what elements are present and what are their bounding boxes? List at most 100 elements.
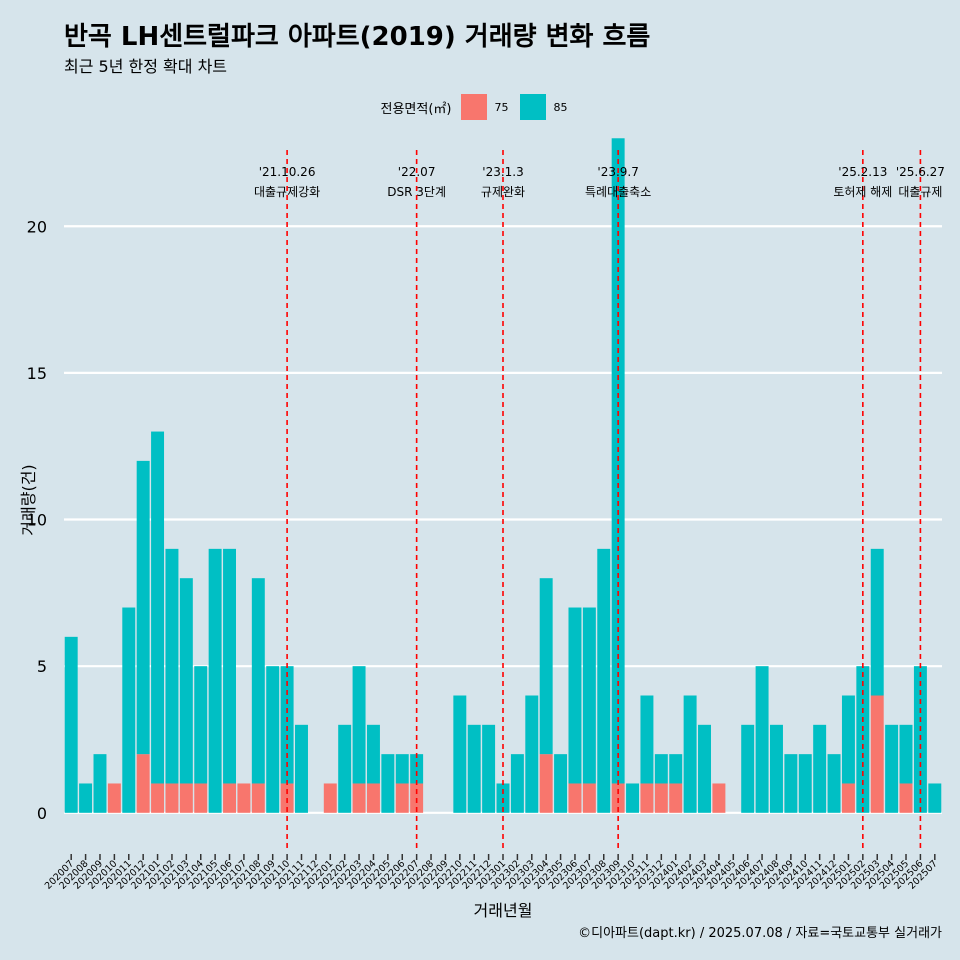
caption: ©디아파트(dapt.kr) / 2025.07.08 / 자료=국토교통부 실… xyxy=(578,926,942,941)
bar-85 xyxy=(885,724,899,813)
bar-75 xyxy=(323,783,337,813)
event-label: DSR 3단계 xyxy=(387,185,446,199)
legend-label-75: 75 xyxy=(494,100,509,114)
y-tick-label: 20 xyxy=(27,217,47,236)
bar-85 xyxy=(93,754,107,813)
bar-85 xyxy=(179,578,193,784)
bar-85 xyxy=(539,578,553,755)
bar-75 xyxy=(640,783,654,813)
bar-75 xyxy=(223,783,237,813)
bar-75 xyxy=(582,783,596,813)
bar-85 xyxy=(79,783,93,813)
y-tick-label: 5 xyxy=(37,657,47,676)
event-label: 대출규제강화 xyxy=(254,185,320,199)
bar-85 xyxy=(568,607,582,784)
bar-85 xyxy=(64,636,78,813)
event-label: 토허제 해제 xyxy=(833,185,892,199)
legend-swatch-75 xyxy=(461,94,488,120)
bar-85 xyxy=(597,548,611,813)
legend-item-85: 85 xyxy=(520,94,573,120)
bar-85 xyxy=(467,724,481,813)
bar-75 xyxy=(669,783,683,813)
bar-75 xyxy=(366,783,380,813)
event-date: '21.10.26 xyxy=(259,165,316,179)
bar-75 xyxy=(395,783,409,813)
bar-75 xyxy=(237,783,251,813)
event-date: '25.2.13 xyxy=(838,165,887,179)
event-date: '23.1.3 xyxy=(482,165,523,179)
bar-85 xyxy=(813,724,827,813)
bar-85 xyxy=(654,754,668,784)
chart-subtitle: 최근 5년 한정 확대 차트 xyxy=(64,57,228,76)
bar-85 xyxy=(798,754,812,813)
legend-title: 전용면적(㎡) xyxy=(380,101,452,117)
bar-75 xyxy=(151,783,165,813)
bar-75 xyxy=(136,754,150,813)
bar-85 xyxy=(136,460,150,755)
bar-85 xyxy=(683,695,697,813)
bar-75 xyxy=(539,754,553,813)
bar-85 xyxy=(165,548,179,784)
event-date: '23.9.7 xyxy=(597,165,638,179)
bar-85 xyxy=(554,754,568,813)
bar-75 xyxy=(179,783,193,813)
bar-85 xyxy=(295,724,308,813)
bar-75 xyxy=(841,783,855,813)
y-axis-title: 거래량(건) xyxy=(19,464,38,535)
bar-85 xyxy=(640,695,654,784)
y-tick-label: 10 xyxy=(27,511,47,530)
bar-85 xyxy=(769,724,783,813)
legend-item-75: 75 xyxy=(461,94,514,120)
bar-75 xyxy=(251,783,265,813)
bar-75 xyxy=(712,783,726,813)
bar-85 xyxy=(510,754,524,813)
bar-85 xyxy=(899,724,913,784)
bar-85 xyxy=(223,548,237,784)
bar-85 xyxy=(208,548,222,813)
legend: 전용면적(㎡) 75 85 xyxy=(0,93,960,121)
legend-swatch-85 xyxy=(520,94,547,120)
bar-75 xyxy=(870,695,884,813)
bar-75 xyxy=(352,783,366,813)
event-label: 특례대출축소 xyxy=(585,185,651,199)
bar-85 xyxy=(669,754,683,784)
bar-85 xyxy=(827,754,841,813)
y-tick-label: 15 xyxy=(27,364,47,383)
bar-85 xyxy=(525,695,539,813)
bar-85 xyxy=(122,607,136,813)
bar-85 xyxy=(381,754,395,813)
bar-85 xyxy=(582,607,596,784)
bar-85 xyxy=(482,724,496,813)
bar-85 xyxy=(870,548,884,696)
bar-85 xyxy=(395,754,409,784)
x-axis-title: 거래년월 xyxy=(474,901,533,920)
bar-75 xyxy=(107,783,121,813)
bar-75 xyxy=(654,783,668,813)
bar-85 xyxy=(755,666,769,813)
bar-85 xyxy=(928,783,942,813)
legend-label-85: 85 xyxy=(553,100,568,114)
bar-85 xyxy=(453,695,467,813)
bar-85 xyxy=(410,754,424,784)
event-label: 규제완화 xyxy=(481,185,525,199)
bar-75 xyxy=(194,783,208,813)
bar-85 xyxy=(151,431,165,784)
bar-75 xyxy=(165,783,179,813)
bar-75 xyxy=(568,783,582,813)
event-label: 대출규제 xyxy=(898,185,942,199)
y-tick-label: 0 xyxy=(37,804,47,823)
bar-85 xyxy=(338,724,352,813)
event-date: '25.6.27 xyxy=(896,165,945,179)
event-date: '22.07 xyxy=(398,165,436,179)
bar-85 xyxy=(741,724,755,813)
bar-85 xyxy=(352,666,366,784)
bar-85 xyxy=(698,724,711,813)
bar-75 xyxy=(899,783,913,813)
bar-85 xyxy=(266,666,280,813)
chart-title: 반곡 LH센트럴파크 아파트(2019) 거래량 변화 흐름 xyxy=(64,22,651,52)
bar-85 xyxy=(366,724,380,784)
bar-85 xyxy=(280,666,294,784)
bar-85 xyxy=(841,695,855,784)
bar-85 xyxy=(626,783,640,813)
